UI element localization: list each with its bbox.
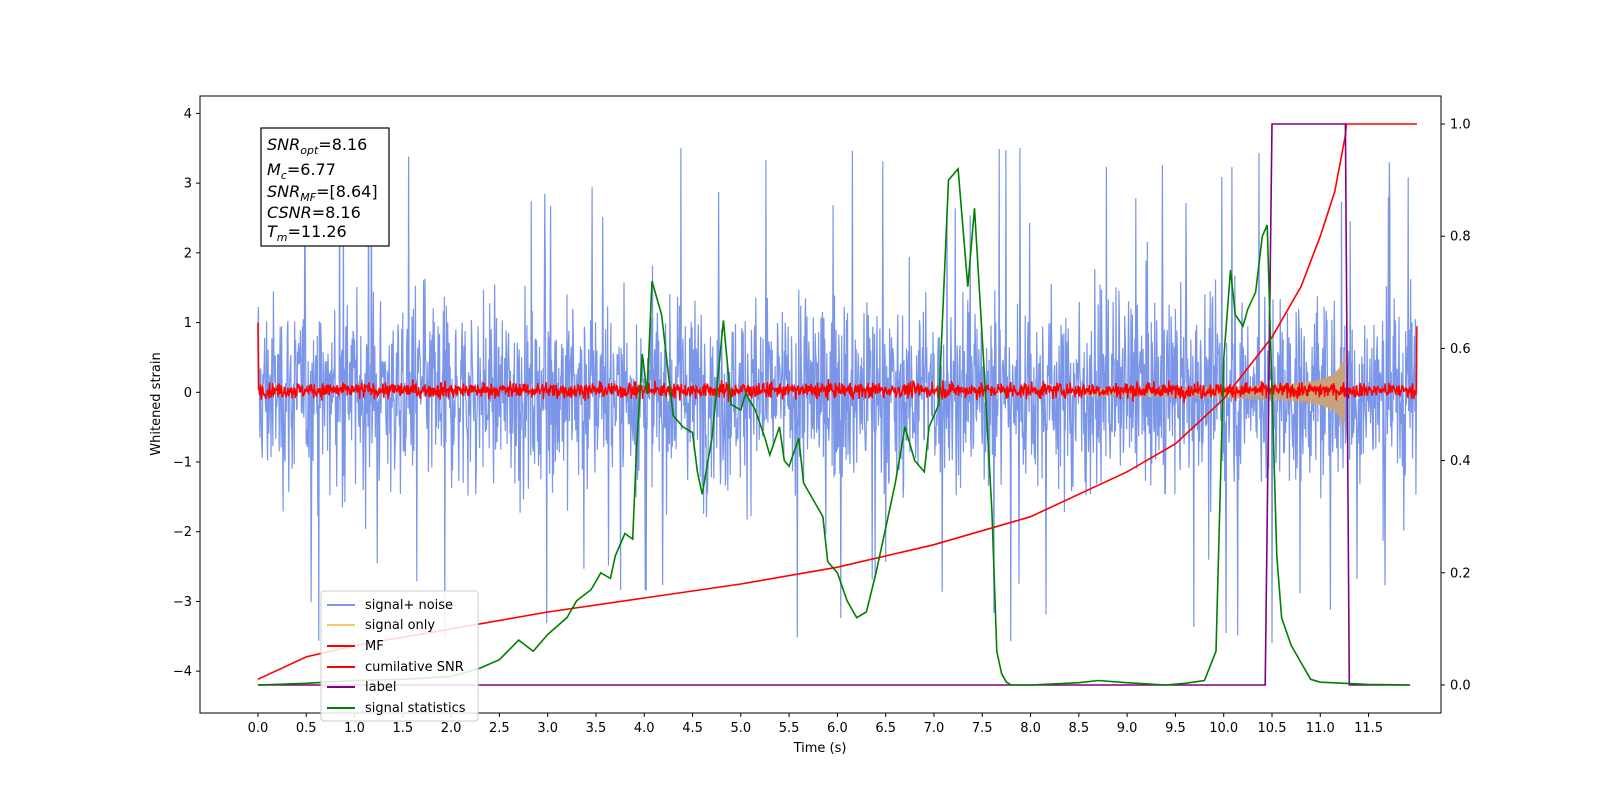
y-right-tick-label: 1.0	[1450, 118, 1471, 133]
y-left-tick-label: −1	[173, 456, 192, 471]
x-tick-label: 9.0	[1117, 721, 1138, 736]
legend-label-signal-statistics: signal statistics	[365, 701, 466, 716]
x-tick-label: 6.0	[827, 721, 848, 736]
y-left-tick-label: 2	[184, 246, 192, 261]
plot-frame	[199, 95, 1442, 714]
y-left-tick-label: −2	[173, 525, 192, 540]
stats-box: SNRopt=8.16 Mc=6.77 SNRMF=[8.64] CSNR=8.…	[260, 127, 390, 247]
series-signal-noise	[257, 137, 1418, 644]
stat-snr-opt: SNRopt=8.16	[267, 135, 367, 157]
y-left-tick-label: 4	[184, 107, 192, 122]
x-tick-label: 0.0	[248, 721, 269, 736]
series-signal-only	[1078, 351, 1346, 431]
y-right-tick-label: 0.4	[1450, 454, 1471, 469]
axes: 0.0 0.5 1.0 1.5 2.0 2.5 3.0 3.5 4.0 4.5 5.0 5.5 6.0 6…	[173, 107, 1471, 736]
x-tick-label: 11.5	[1354, 721, 1383, 736]
legend-label-signal-noise: signal+ noise	[365, 598, 453, 613]
series-label	[257, 123, 1411, 686]
series-signal-statistics	[257, 166, 1408, 686]
stat-mc: Mc=6.77	[267, 160, 336, 182]
x-tick-label: 3.5	[586, 721, 607, 736]
x-tick-label: 4.0	[634, 721, 655, 736]
x-tick-label: 8.0	[1020, 721, 1041, 736]
legend-label-label: label	[365, 680, 396, 695]
y-left-tick-label: −4	[173, 665, 192, 680]
x-tick-label: 5.0	[730, 721, 751, 736]
x-tick-label: 2.5	[489, 721, 510, 736]
x-tick-label: 3.0	[537, 721, 558, 736]
y-left-tick-label: 0	[184, 386, 192, 401]
x-tick-label: 10.0	[1209, 721, 1238, 736]
x-tick-label: 8.5	[1068, 721, 1089, 736]
stats-box-frame	[260, 127, 390, 247]
y-right-tick-label: 0.2	[1450, 566, 1471, 581]
x-tick-label: 2.0	[441, 721, 462, 736]
y-left-tick-label: 1	[184, 316, 192, 331]
y-right-tick-label: 0.0	[1450, 678, 1471, 693]
x-tick-label: 9.5	[1165, 721, 1186, 736]
stat-csnr: CSNR=8.16	[267, 203, 361, 222]
y-right-tick-label: 0.8	[1450, 230, 1471, 245]
legend: signal+ noise signal only MF cumilative …	[320, 590, 479, 722]
x-tick-label: 7.5	[972, 721, 993, 736]
x-tick-label: 6.5	[875, 721, 896, 736]
y-right-tick-label: 0.6	[1450, 342, 1471, 357]
stat-snr-mf: SNRMF=[8.64]	[267, 182, 378, 204]
legend-label-signal-only: signal only	[365, 618, 435, 633]
x-tick-label: 10.5	[1258, 721, 1287, 736]
y-left-tick-label: 3	[184, 177, 192, 192]
y-left-tick-label: −3	[173, 595, 192, 610]
legend-label-cumulative-snr: cumilative SNR	[365, 660, 464, 675]
x-tick-label: 4.5	[682, 721, 703, 736]
x-tick-label: 1.5	[392, 721, 413, 736]
y-axis-label: Whitened strain	[149, 352, 164, 455]
x-tick-label: 7.0	[924, 721, 945, 736]
x-axis-label: Time (s)	[793, 741, 847, 756]
legend-frame	[320, 590, 479, 722]
x-tick-label: 0.5	[296, 721, 317, 736]
legend-label-mf: MF	[365, 639, 384, 654]
x-tick-label: 5.5	[779, 721, 800, 736]
x-tick-label: 11.0	[1306, 721, 1335, 736]
stat-tm: Tm=11.26	[267, 222, 347, 244]
x-tick-label: 1.0	[344, 721, 365, 736]
